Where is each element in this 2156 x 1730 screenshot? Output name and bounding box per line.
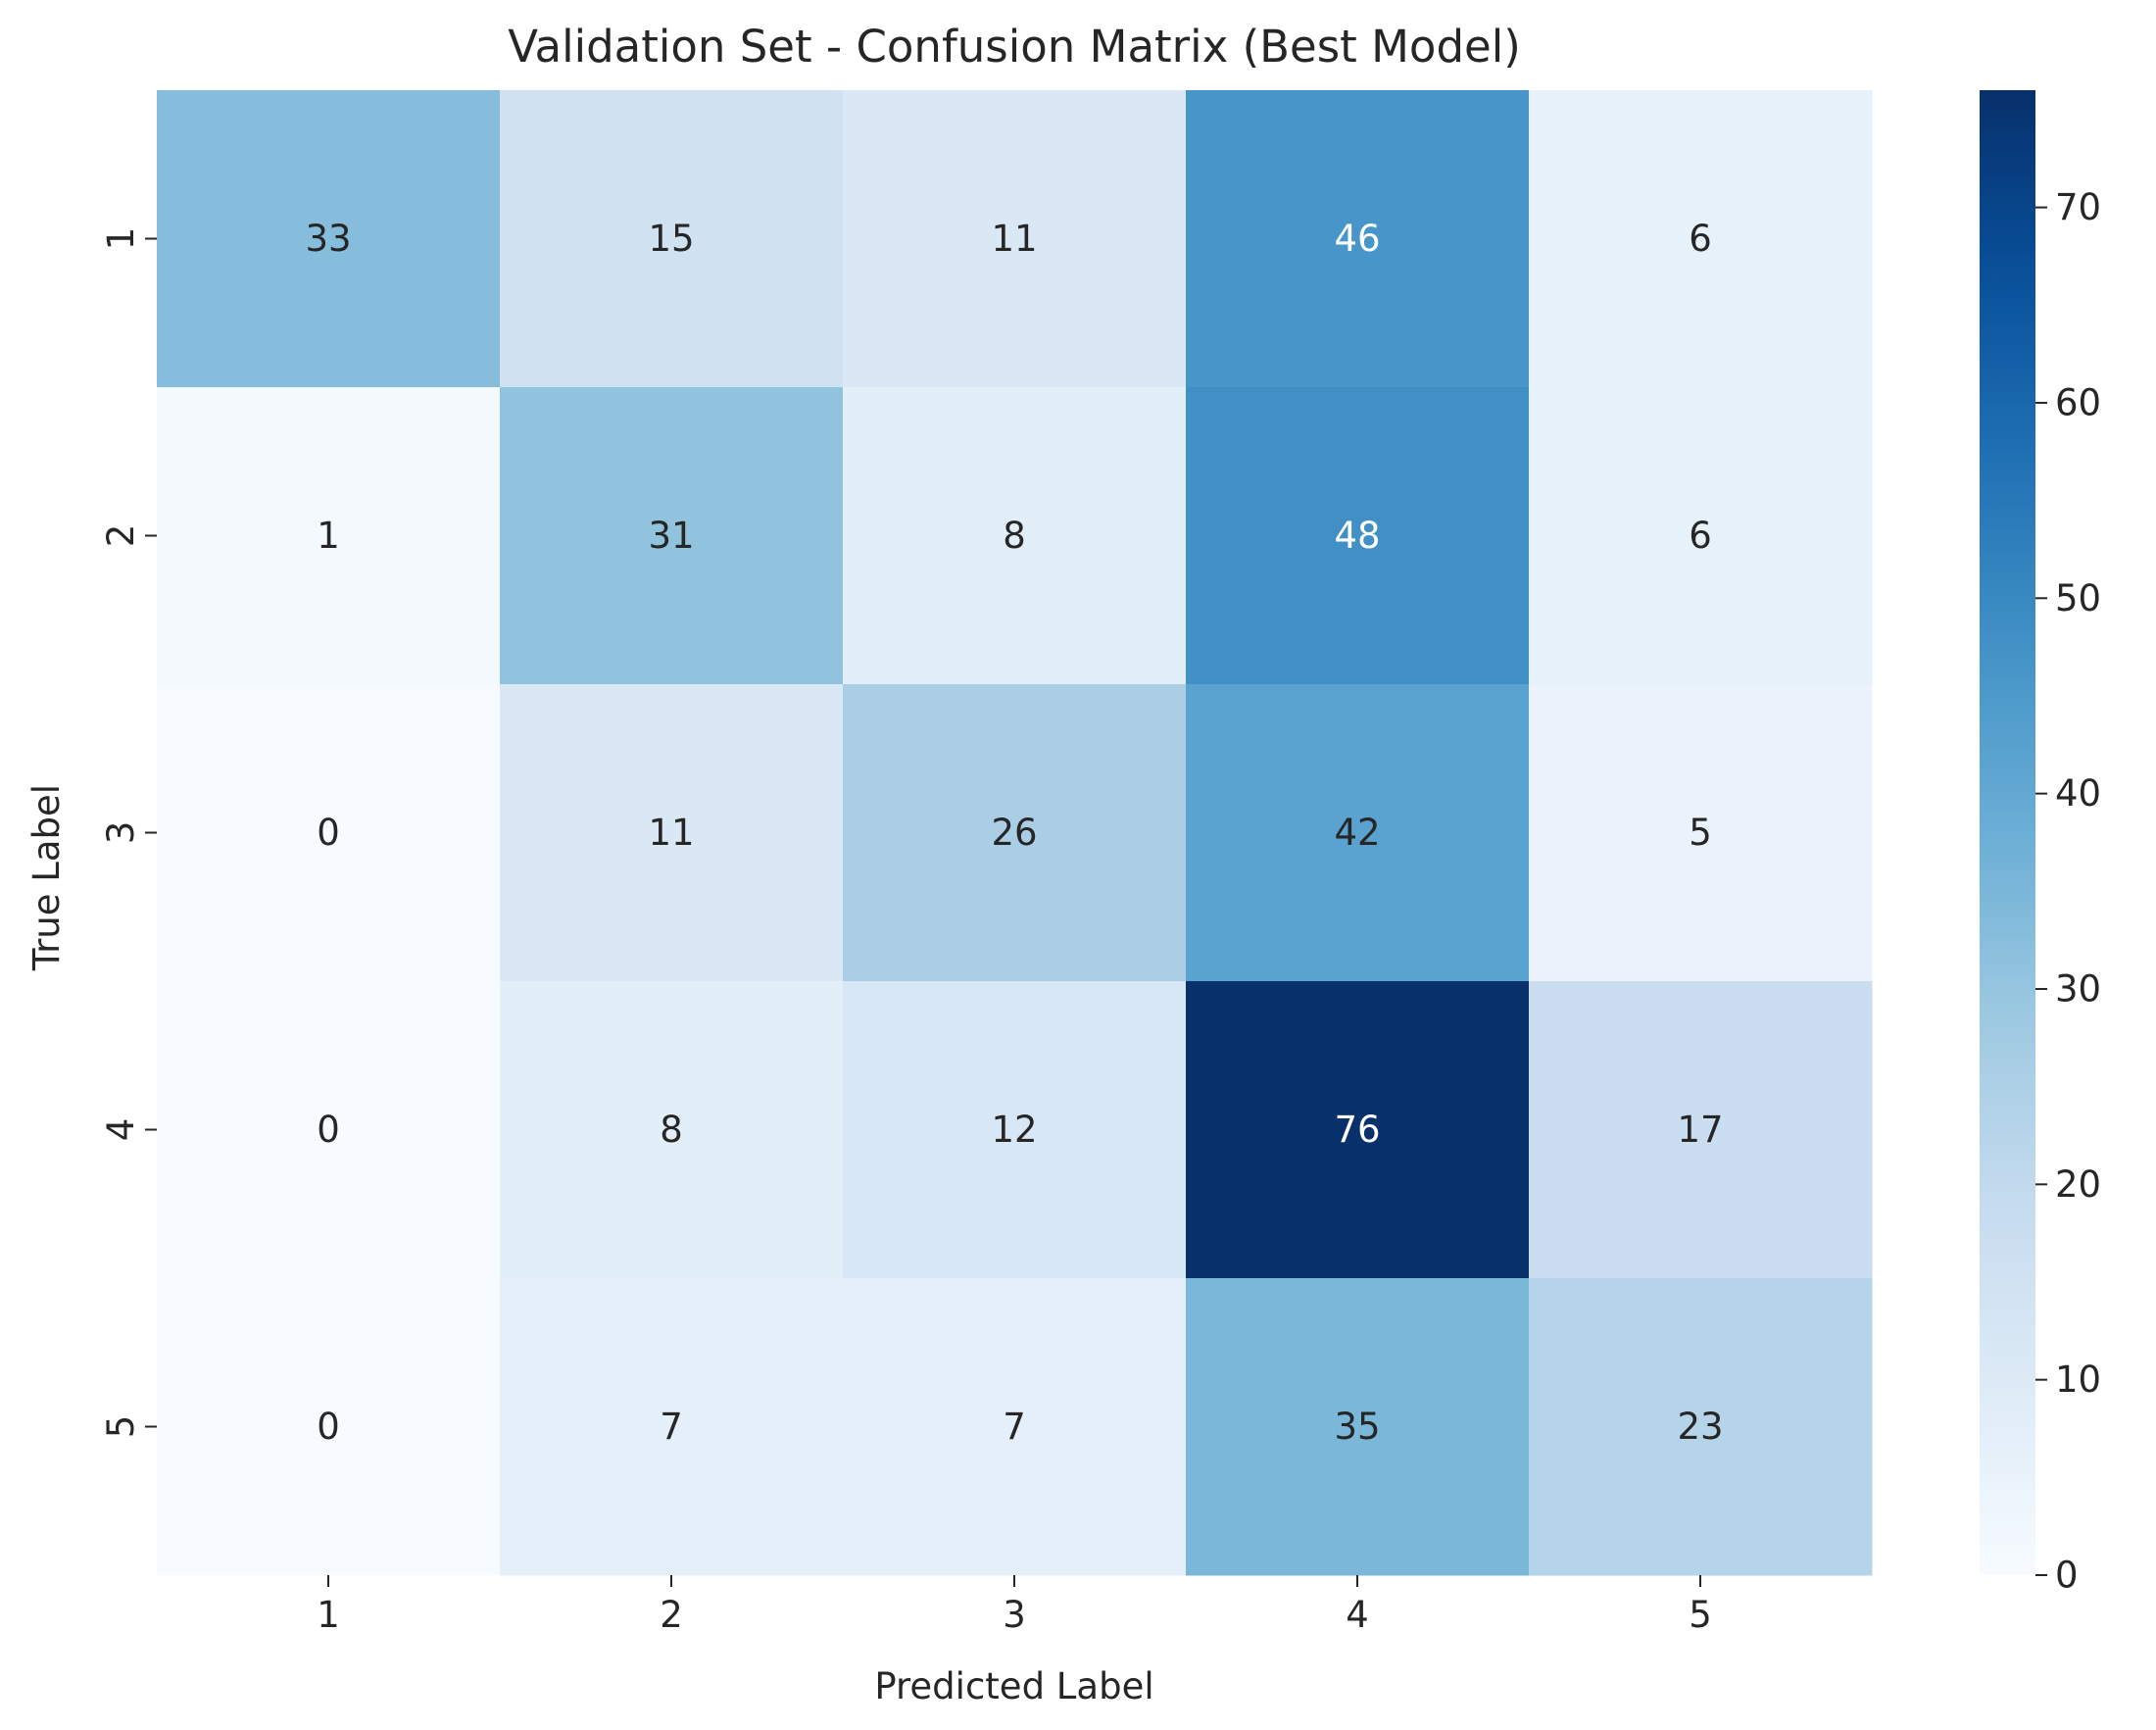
cell-value-label: 6 xyxy=(1689,515,1712,557)
colorbar-tick-label: 10 xyxy=(2055,1359,2101,1401)
heatmap-cells: 33 15 11 46 6 1 31 8 48 6 0 11 26 42 5 0 8 12 76 17 0 7 7 35 23 xyxy=(157,90,1873,1576)
heatmap-cell xyxy=(500,1278,844,1576)
heatmap-cell xyxy=(157,1278,501,1576)
heatmap-cell xyxy=(157,981,501,1279)
heatmap-cell xyxy=(1529,981,1873,1279)
y-axis-ticks: 1 2 3 4 5 xyxy=(100,227,157,1439)
cell-value-label: 0 xyxy=(317,812,340,854)
cell-value-label: 26 xyxy=(991,812,1037,854)
heatmap-cell xyxy=(500,684,844,982)
heatmap-cell xyxy=(1186,90,1530,388)
chart-title: Validation Set - Confusion Matrix (Best … xyxy=(508,21,1521,73)
heatmap-cell xyxy=(500,387,844,685)
heatmap-cell xyxy=(157,684,501,982)
cell-value-label: 7 xyxy=(660,1406,683,1448)
heatmap-cell xyxy=(843,387,1187,685)
colorbar-tick-label: 30 xyxy=(2055,967,2101,1010)
colorbar-tick-label: 50 xyxy=(2055,577,2101,619)
cell-value-label: 31 xyxy=(648,515,694,557)
colorbar xyxy=(1980,90,2035,1575)
cell-value-label: 0 xyxy=(317,1406,340,1448)
cell-value-label: 1 xyxy=(317,515,340,557)
cell-value-label: 11 xyxy=(991,218,1037,260)
heatmap-cell xyxy=(500,90,844,388)
y-tick-label: 1 xyxy=(100,227,142,251)
y-axis-label: True Label xyxy=(25,784,68,971)
cell-value-label: 8 xyxy=(660,1109,683,1151)
heatmap-cell xyxy=(843,981,1187,1279)
x-tick-label: 2 xyxy=(660,1594,683,1636)
heatmap-cell xyxy=(1529,387,1873,685)
heatmap-cell xyxy=(157,387,501,685)
x-tick-label: 5 xyxy=(1689,1594,1712,1636)
cell-value-label: 12 xyxy=(991,1109,1037,1151)
colorbar-tick-label: 70 xyxy=(2055,186,2101,228)
x-tick-label: 4 xyxy=(1346,1594,1369,1636)
colorbar-tick-label: 0 xyxy=(2055,1555,2079,1597)
x-axis-ticks: 1 2 3 4 5 xyxy=(317,1575,1712,1636)
x-axis-label: Predicted Label xyxy=(874,1665,1153,1707)
cell-value-label: 0 xyxy=(317,1109,340,1151)
colorbar-ticks: 0 10 20 30 40 50 60 70 xyxy=(2035,186,2101,1597)
heatmap-cell xyxy=(843,684,1187,982)
cell-value-label: 6 xyxy=(1689,218,1712,260)
y-tick-label: 4 xyxy=(100,1118,142,1142)
y-tick-label: 5 xyxy=(100,1415,142,1439)
y-tick-label: 2 xyxy=(100,524,142,548)
cell-value-label: 8 xyxy=(1003,515,1026,557)
heatmap-cell xyxy=(1529,90,1873,388)
y-tick-label: 3 xyxy=(100,821,142,845)
heatmap-cell xyxy=(157,90,501,388)
x-tick-label: 1 xyxy=(317,1594,340,1636)
cell-value-label: 76 xyxy=(1334,1109,1380,1151)
heatmap-cell xyxy=(500,981,844,1279)
heatmap-cell xyxy=(1529,684,1873,982)
colorbar-tick-label: 60 xyxy=(2055,381,2101,423)
heatmap-cell xyxy=(843,1278,1187,1576)
colorbar-tick-label: 40 xyxy=(2055,772,2101,815)
cell-value-label: 15 xyxy=(648,218,694,260)
cell-value-label: 5 xyxy=(1689,812,1712,854)
heatmap-cell xyxy=(1186,1278,1530,1576)
cell-value-label: 48 xyxy=(1334,515,1380,557)
heatmap-cell xyxy=(1529,1278,1873,1576)
cell-value-label: 7 xyxy=(1003,1406,1026,1448)
cell-value-label: 33 xyxy=(305,218,351,260)
colorbar-tick-label: 20 xyxy=(2055,1163,2101,1206)
cell-value-label: 23 xyxy=(1677,1406,1723,1448)
cell-value-label: 11 xyxy=(648,812,694,854)
cell-value-label: 42 xyxy=(1334,812,1380,854)
heatmap-cell xyxy=(1186,387,1530,685)
heatmap-cell xyxy=(843,90,1187,388)
heatmap-cell xyxy=(1186,684,1530,982)
cell-value-label: 35 xyxy=(1334,1406,1380,1448)
cell-value-label: 17 xyxy=(1677,1109,1723,1151)
heatmap-cell xyxy=(1186,981,1530,1279)
cell-value-label: 46 xyxy=(1334,218,1380,260)
x-tick-label: 3 xyxy=(1003,1594,1026,1636)
